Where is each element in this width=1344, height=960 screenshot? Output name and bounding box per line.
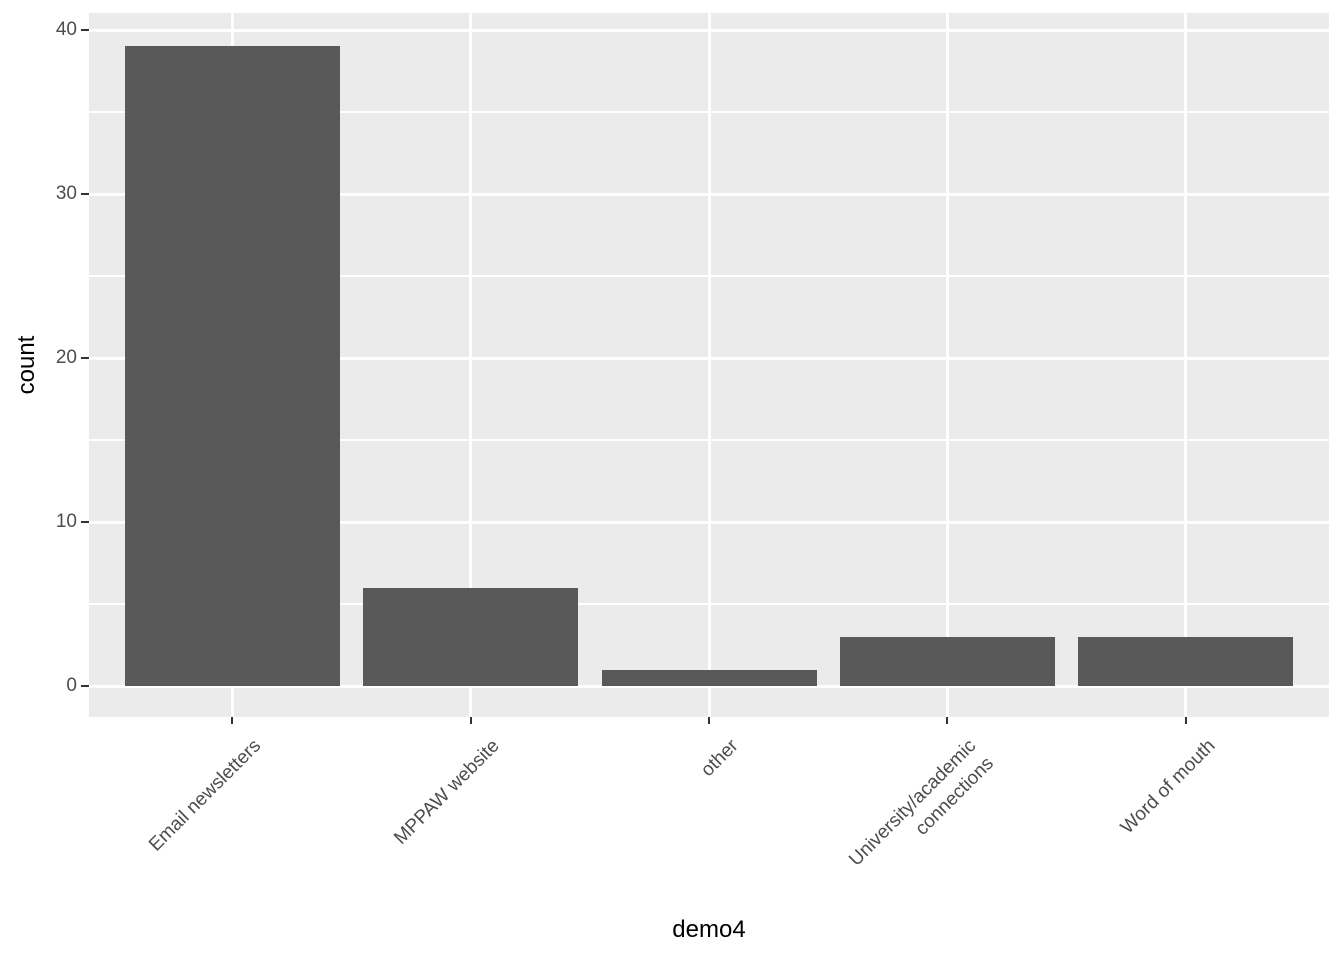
- x-tick-mark: [231, 717, 234, 724]
- y-tick-mark: [81, 357, 89, 359]
- x-tick-mark: [469, 717, 472, 724]
- x-tick-label: University/academic connections: [845, 735, 999, 871]
- x-tick-mark: [1184, 717, 1187, 724]
- bar-0: [124, 46, 340, 686]
- y-tick-mark: [81, 29, 89, 31]
- y-tick-label: 0: [66, 675, 77, 696]
- x-tick-label: Word of mouth: [1116, 735, 1220, 839]
- y-tick-label: 20: [55, 347, 77, 368]
- gridline-major-vertical: [707, 13, 711, 717]
- x-tick-mark: [708, 717, 710, 724]
- bar-3: [839, 636, 1055, 686]
- gridline-major-vertical: [1184, 13, 1188, 717]
- y-tick-mark: [81, 521, 89, 523]
- x-tick-label: Email newsletters: [145, 735, 266, 856]
- bar-1: [363, 587, 579, 686]
- plot-panel: [89, 13, 1329, 717]
- gridline-major-vertical: [945, 13, 949, 717]
- x-tick-mark: [946, 717, 949, 724]
- y-tick-mark: [81, 193, 89, 195]
- x-tick-label: MPPAW website: [390, 735, 504, 849]
- y-tick-label: 30: [55, 183, 77, 204]
- gridline-major-vertical: [469, 13, 473, 717]
- y-axis-title: count: [13, 335, 40, 395]
- y-tick-mark: [81, 685, 89, 687]
- y-tick-label: 10: [55, 511, 77, 532]
- bar-2: [601, 669, 817, 686]
- bar-4: [1078, 636, 1294, 686]
- y-tick-label: 40: [55, 19, 77, 40]
- x-axis-title: demo4: [672, 916, 746, 943]
- x-tick-label: other: [696, 735, 743, 781]
